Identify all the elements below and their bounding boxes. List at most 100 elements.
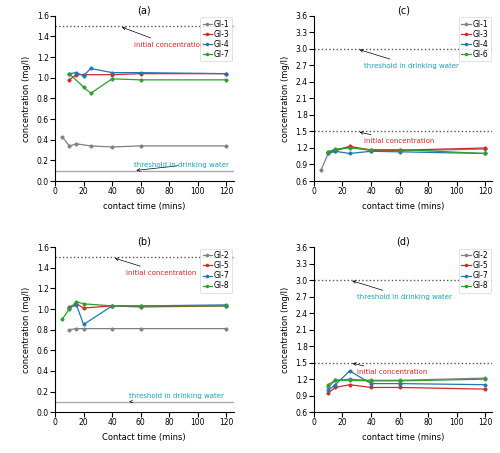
GI-1 bbox=[109, 144, 115, 149]
Line: GI-5: GI-5 bbox=[68, 302, 228, 310]
GI-7 bbox=[88, 91, 94, 96]
GI-3 bbox=[80, 72, 86, 77]
GI-7 bbox=[346, 368, 352, 374]
GI-8 bbox=[396, 378, 402, 384]
GI-7 bbox=[138, 303, 143, 308]
GI-7 bbox=[138, 77, 143, 82]
GI-2 bbox=[332, 378, 338, 383]
Line: GI-3: GI-3 bbox=[326, 145, 487, 154]
GI-1 bbox=[346, 144, 352, 149]
GI-7 bbox=[74, 302, 80, 308]
GI-5 bbox=[368, 385, 374, 390]
GI-7 bbox=[332, 382, 338, 387]
Text: threshold in drinking water: threshold in drinking water bbox=[130, 393, 224, 403]
Line: GI-2: GI-2 bbox=[68, 327, 228, 332]
X-axis label: contact time (mins): contact time (mins) bbox=[362, 433, 444, 442]
Line: GI-2: GI-2 bbox=[326, 376, 487, 389]
GI-1 bbox=[318, 167, 324, 173]
GI-5 bbox=[224, 303, 230, 308]
GI-3 bbox=[325, 149, 331, 155]
GI-3 bbox=[368, 148, 374, 153]
GI-4 bbox=[88, 66, 94, 71]
GI-2 bbox=[66, 327, 72, 333]
GI-8 bbox=[224, 303, 230, 308]
GI-2 bbox=[482, 376, 488, 381]
GI-8 bbox=[80, 301, 86, 307]
GI-1 bbox=[325, 151, 331, 156]
Y-axis label: concentration (mg/l): concentration (mg/l) bbox=[22, 55, 31, 141]
GI-5 bbox=[80, 305, 86, 311]
GI-8 bbox=[346, 378, 352, 383]
GI-5 bbox=[109, 303, 115, 308]
Legend: GI-1, GI-3, GI-4, GI-6: GI-1, GI-3, GI-4, GI-6 bbox=[459, 17, 491, 62]
Line: GI-4: GI-4 bbox=[68, 67, 228, 77]
GI-1 bbox=[88, 143, 94, 149]
Line: GI-1: GI-1 bbox=[320, 145, 487, 172]
GI-2 bbox=[109, 326, 115, 331]
GI-8 bbox=[109, 303, 115, 308]
GI-4 bbox=[109, 70, 115, 75]
GI-3 bbox=[224, 71, 230, 77]
GI-1 bbox=[138, 143, 143, 149]
GI-8 bbox=[325, 382, 331, 387]
GI-7 bbox=[66, 71, 72, 77]
Legend: GI-1, GI-3, GI-4, GI-7: GI-1, GI-3, GI-4, GI-7 bbox=[200, 17, 232, 62]
GI-8 bbox=[482, 376, 488, 382]
GI-3 bbox=[332, 148, 338, 153]
GI-6 bbox=[368, 147, 374, 152]
Line: GI-7: GI-7 bbox=[326, 369, 487, 392]
GI-2 bbox=[396, 378, 402, 383]
Line: GI-7: GI-7 bbox=[68, 303, 228, 326]
Text: threshold in drinking water: threshold in drinking water bbox=[360, 49, 459, 69]
GI-1 bbox=[396, 148, 402, 154]
GI-8 bbox=[368, 378, 374, 384]
Y-axis label: concentration (mg/l): concentration (mg/l) bbox=[281, 55, 290, 141]
GI-4 bbox=[74, 70, 80, 75]
Line: GI-8: GI-8 bbox=[326, 377, 487, 386]
Legend: GI-2, GI-5, GI-7, GI-8: GI-2, GI-5, GI-7, GI-8 bbox=[200, 249, 232, 293]
GI-7 bbox=[109, 76, 115, 82]
Line: GI-1: GI-1 bbox=[60, 135, 228, 149]
Line: GI-8: GI-8 bbox=[60, 300, 228, 321]
GI-4 bbox=[80, 73, 86, 78]
X-axis label: Contact time (mins): Contact time (mins) bbox=[102, 433, 186, 442]
GI-6 bbox=[325, 149, 331, 154]
Text: initial concentration: initial concentration bbox=[122, 27, 204, 48]
Title: (d): (d) bbox=[396, 236, 410, 246]
GI-5 bbox=[138, 304, 143, 310]
GI-5 bbox=[325, 390, 331, 395]
GI-5 bbox=[74, 301, 80, 307]
GI-7 bbox=[368, 381, 374, 386]
GI-7 bbox=[325, 387, 331, 393]
GI-5 bbox=[396, 385, 402, 390]
GI-5 bbox=[66, 304, 72, 310]
GI-4 bbox=[224, 71, 230, 77]
GI-4 bbox=[138, 70, 143, 75]
Text: initial concentration: initial concentration bbox=[116, 258, 197, 276]
GI-3 bbox=[482, 145, 488, 151]
GI-2 bbox=[74, 326, 80, 331]
GI-1 bbox=[224, 143, 230, 149]
GI-2 bbox=[325, 385, 331, 390]
Line: GI-4: GI-4 bbox=[326, 149, 487, 155]
X-axis label: contact time (mins): contact time (mins) bbox=[103, 202, 186, 211]
GI-7 bbox=[109, 303, 115, 308]
GI-1 bbox=[332, 148, 338, 154]
GI-8 bbox=[74, 299, 80, 304]
GI-6 bbox=[396, 147, 402, 152]
GI-8 bbox=[66, 306, 72, 312]
GI-1 bbox=[59, 134, 65, 140]
GI-3 bbox=[74, 72, 80, 77]
Text: initial concentration: initial concentration bbox=[353, 363, 427, 375]
GI-5 bbox=[482, 386, 488, 392]
GI-4 bbox=[66, 71, 72, 77]
GI-4 bbox=[482, 151, 488, 156]
GI-8 bbox=[59, 317, 65, 322]
GI-8 bbox=[138, 303, 143, 308]
GI-3 bbox=[138, 71, 143, 77]
GI-4 bbox=[368, 149, 374, 154]
GI-7 bbox=[224, 302, 230, 308]
GI-2 bbox=[80, 326, 86, 331]
Text: threshold in drinking water: threshold in drinking water bbox=[134, 163, 228, 171]
GI-6 bbox=[332, 146, 338, 152]
